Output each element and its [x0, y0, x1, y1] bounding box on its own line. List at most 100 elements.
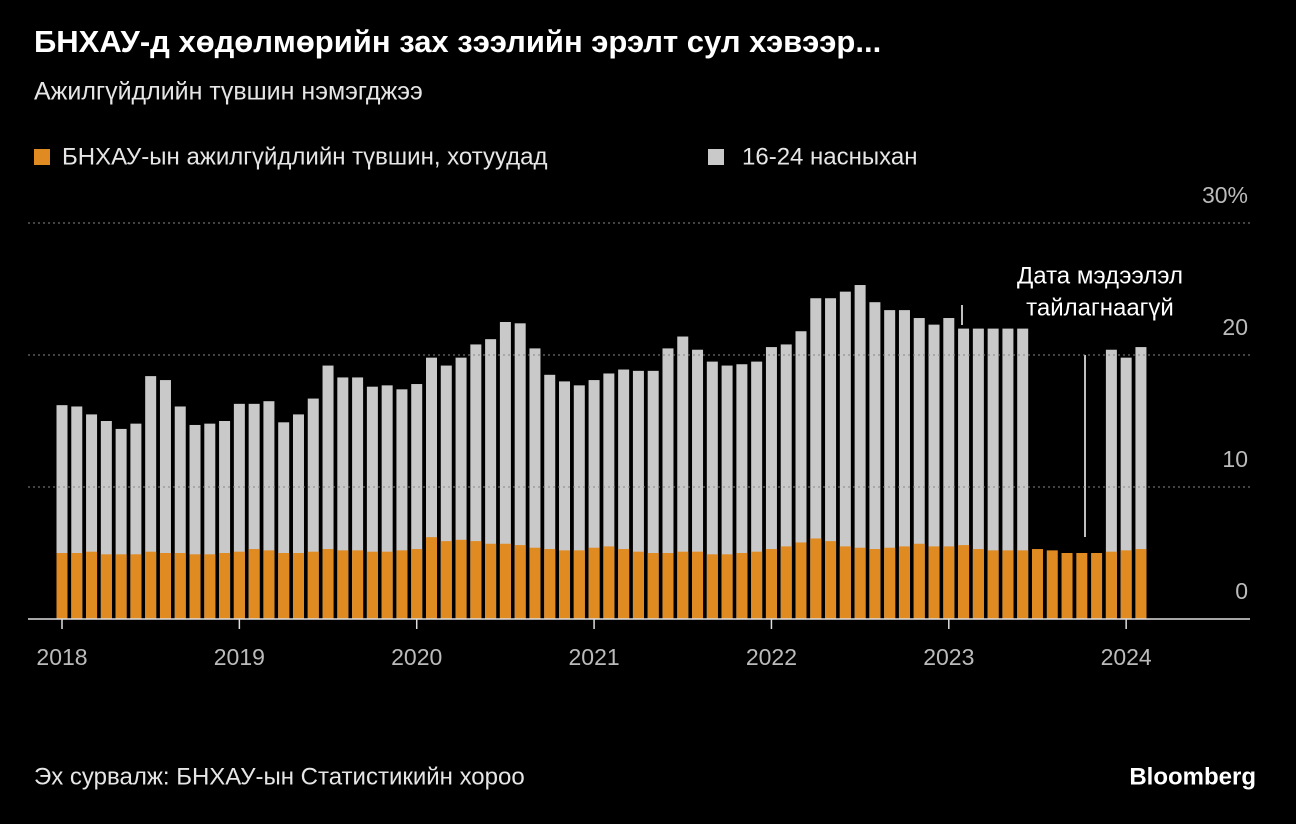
- bar: [292, 553, 304, 619]
- bar: [366, 386, 378, 619]
- x-tick-label: 2018: [36, 644, 87, 670]
- bar: [928, 324, 940, 619]
- bar: [263, 550, 275, 619]
- x-tick-label: 2019: [214, 644, 265, 670]
- bar: [544, 374, 556, 619]
- bar: [278, 422, 290, 619]
- bar: [499, 322, 511, 619]
- bar: [839, 546, 851, 619]
- bar: [825, 298, 837, 619]
- bar: [854, 285, 866, 619]
- x-tick-label: 2020: [391, 644, 442, 670]
- bar: [662, 553, 674, 619]
- y-tick-label: 10: [1222, 446, 1248, 472]
- bar: [56, 405, 68, 619]
- bar: [529, 348, 541, 619]
- bar: [603, 546, 615, 619]
- bar: [71, 553, 83, 619]
- x-tick-label: 2021: [568, 644, 619, 670]
- x-tick-label: 2023: [923, 644, 974, 670]
- bar: [411, 549, 423, 619]
- bar: [544, 549, 556, 619]
- bar: [1017, 328, 1029, 619]
- bar: [396, 389, 408, 619]
- bar: [884, 547, 896, 619]
- bar: [204, 423, 216, 619]
- bar: [56, 553, 68, 619]
- bar: [1017, 550, 1029, 619]
- bar: [647, 370, 659, 619]
- bar: [426, 537, 437, 619]
- bar: [618, 369, 630, 619]
- bar: [263, 401, 275, 619]
- bar: [721, 554, 733, 619]
- bar: [692, 349, 704, 619]
- bar: [958, 545, 970, 619]
- bar: [588, 547, 600, 619]
- bar: [588, 380, 600, 619]
- bar: [972, 328, 984, 619]
- bar: [884, 310, 896, 619]
- bar: [913, 543, 925, 619]
- bar: [485, 543, 497, 619]
- bar: [987, 550, 999, 619]
- bar: [943, 546, 955, 619]
- bar: [795, 542, 807, 619]
- bar: [278, 553, 290, 619]
- bar: [100, 554, 112, 619]
- bar: [352, 377, 364, 619]
- bar: [71, 406, 83, 619]
- bar: [307, 398, 319, 619]
- bar: [706, 361, 718, 619]
- bar: [470, 344, 482, 619]
- bar: [233, 403, 245, 619]
- bar: [898, 546, 910, 619]
- bar: [189, 554, 201, 619]
- bar: [337, 550, 349, 619]
- x-tick-label: 2024: [1101, 644, 1152, 670]
- bar: [869, 302, 881, 619]
- legend-swatch: [708, 149, 724, 165]
- bar: [632, 551, 644, 619]
- bar: [765, 549, 777, 619]
- bar: [248, 549, 260, 619]
- x-tick-label: 2022: [746, 644, 797, 670]
- bar: [100, 421, 112, 619]
- bar: [352, 550, 364, 619]
- bar: [159, 380, 171, 619]
- bar: [898, 310, 910, 619]
- bar: [559, 550, 571, 619]
- bar: [485, 339, 497, 619]
- chart-title: БНХАУ-д хөдөлмөрийн зах зээлийн эрэлт су…: [34, 24, 881, 59]
- bar: [366, 551, 378, 619]
- bar: [219, 421, 231, 619]
- bar: [189, 424, 201, 619]
- bar: [174, 553, 186, 619]
- bar: [632, 370, 644, 619]
- bar: [426, 357, 437, 619]
- legend-label: БНХАУ-ын ажилгүйдлийн түвшин, хотуудад: [62, 143, 548, 170]
- bar: [1031, 549, 1043, 619]
- bar: [159, 553, 171, 619]
- bar: [233, 551, 245, 619]
- bar: [292, 414, 304, 619]
- annotation: тайлагнаагүй: [1026, 294, 1174, 321]
- bar: [1002, 328, 1014, 619]
- bar: [839, 291, 851, 619]
- source: Эх сурвалж: БНХАУ-ын Статистикийн хороо: [34, 763, 525, 790]
- bar: [618, 549, 630, 619]
- bar: [736, 364, 748, 619]
- bar: [115, 554, 127, 619]
- bar: [736, 553, 748, 619]
- annotation: Дата мэдээлэл: [1017, 262, 1183, 289]
- legend-label: 16-24 насныхан: [742, 143, 918, 170]
- bar: [825, 541, 837, 619]
- bar: [514, 545, 526, 619]
- bar: [1120, 357, 1132, 619]
- bar: [115, 428, 127, 619]
- bar: [662, 348, 674, 619]
- bar: [765, 347, 777, 619]
- bar: [145, 376, 157, 619]
- bar: [470, 541, 482, 619]
